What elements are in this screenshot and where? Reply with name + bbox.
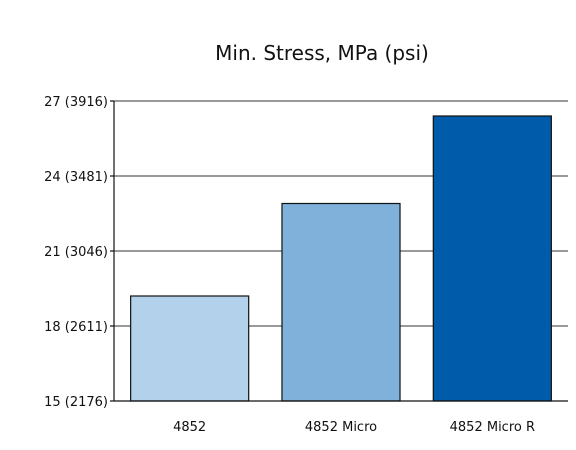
y-tick-label: 27 (3916): [44, 95, 108, 110]
bar-2: [281, 202, 401, 402]
y-tick-label: 24 (3481): [44, 170, 108, 185]
y-tick-labels: 15 (2176) 18 (2611) 21 (3046) 24 (3481) 27 (…: [44, 95, 114, 410]
x-tick-labels: 4852 4852 Micro 4852 Micro R: [173, 420, 535, 435]
y-tick-label: 21 (3046): [44, 245, 108, 260]
x-tick-label: 4852 Micro R: [450, 420, 535, 435]
bar-3: [432, 115, 552, 402]
bar-1: [130, 295, 250, 402]
x-tick-label: 4852 Micro: [305, 420, 377, 435]
bars: [130, 115, 552, 402]
y-tick-label: 18 (2611): [44, 320, 108, 335]
chart-title: Min. Stress, MPa (psi): [215, 41, 429, 65]
x-tick-label: 4852: [173, 420, 206, 435]
y-tick-label: 15 (2176): [44, 395, 108, 410]
